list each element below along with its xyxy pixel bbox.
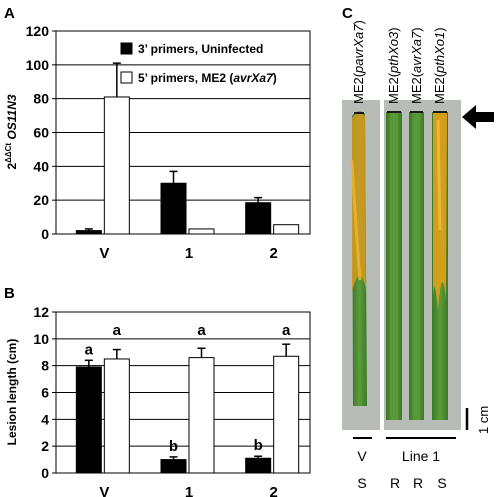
- chartB-ytick-label: 10: [33, 331, 49, 347]
- chartA-bar: [188, 228, 215, 235]
- chartA-ytick-label: 0: [41, 226, 49, 242]
- phenotype-3: R: [413, 475, 423, 491]
- chartA-bar: [103, 96, 130, 235]
- leaf-2: [386, 112, 402, 420]
- chartB-sig-letter: b: [169, 438, 178, 455]
- chart-a: 0 20 40 60 80 100 120 V 1 2 2ΔΔCt OS11N3 3’ prim…: [4, 23, 311, 262]
- chartB-bar: [273, 355, 300, 474]
- chartB-ytick-label: 12: [33, 304, 49, 320]
- chartB-ytick-label: 2: [41, 438, 49, 454]
- chartA-ytick-label: 40: [33, 158, 49, 174]
- panel-a-label: A: [4, 5, 15, 22]
- leaf-1-lesion: [352, 113, 366, 292]
- chartB-sig-letter: a: [282, 322, 291, 339]
- chartB-sig-letter: a: [85, 341, 94, 358]
- panel-b-label: B: [4, 285, 15, 302]
- chartB-xtick-label: 2: [269, 484, 277, 497]
- legend-swatch-white: [120, 71, 133, 84]
- chartB-xtick-label: 1: [185, 484, 193, 497]
- legend-label-black: 3’ primers, Uninfected: [138, 42, 263, 56]
- chartA-ytick-label: 120: [26, 23, 50, 39]
- leaf-label-2: ME2(pthXo3): [386, 27, 401, 104]
- chartA-ytick-label: 100: [26, 57, 50, 73]
- chart-a-frame: [55, 30, 311, 235]
- chart-a-legend: 3’ primers, Uninfected 5’ primers, ME2 (…: [120, 42, 277, 85]
- chartA-ytick-label: 20: [33, 192, 49, 208]
- chartA-xtick-label: 2: [269, 245, 277, 262]
- chartA-bar: [245, 202, 272, 235]
- chartB-bar: [245, 457, 272, 474]
- leaf-1: [350, 111, 367, 406]
- chart-b-frame: [55, 311, 311, 474]
- chartB-ytick-label: 8: [41, 358, 49, 374]
- leaf-photo-panel: ME2(pavrXa7) ME2(pthXo3) ME2(avrXa7) ME2…: [342, 20, 494, 491]
- chartB-bar: [103, 358, 130, 474]
- arrow-icon: [462, 105, 494, 129]
- legend-label-white: 5’ primers, ME2 (avrXa7): [138, 71, 277, 85]
- scale-bar-label: 1 cm: [476, 406, 491, 434]
- legend-swatch-black: [120, 42, 133, 55]
- chartA-bar: [273, 224, 300, 235]
- phenotype-4: S: [437, 475, 446, 491]
- panel-c-label: C: [342, 5, 353, 22]
- chartB-ytick-label: 0: [41, 465, 49, 481]
- chartB-xtick-label: V: [99, 484, 109, 497]
- phenotype-1: S: [357, 475, 366, 491]
- chart-a-ylabel: 2ΔΔCt OS11N3: [4, 94, 19, 169]
- chartA-ytick-label: 80: [33, 91, 49, 107]
- chartB-bar: [188, 357, 215, 474]
- chartB-sig-letter: a: [113, 322, 122, 339]
- leaf-label-3: ME2(avrXa7): [409, 27, 424, 104]
- group-label-vector: V: [357, 448, 367, 464]
- chartB-sig-letter: a: [197, 322, 206, 339]
- chartA-bar: [75, 230, 102, 235]
- chartB-ytick-label: 6: [41, 385, 49, 401]
- chartB-ytick-label: 4: [41, 411, 49, 427]
- chartA-xtick-label: V: [99, 245, 109, 262]
- chartA-xtick-label: 1: [185, 245, 193, 262]
- leaf-3: [409, 112, 424, 420]
- leaf-4: [432, 112, 448, 420]
- chartB-sig-letter: b: [254, 437, 263, 454]
- chartA-bar: [160, 182, 187, 235]
- leaf-label-1: ME2(pavrXa7): [351, 20, 366, 104]
- phenotype-2: R: [390, 475, 400, 491]
- leaf-label-4: ME2(pthXo1): [432, 27, 447, 104]
- chart-b-ylabel: Lesion length (cm): [5, 339, 19, 446]
- group-label-line1: Line 1: [402, 448, 440, 464]
- chartB-bar: [75, 366, 102, 474]
- chartA-ytick-label: 60: [33, 125, 49, 141]
- chartB-bar: [160, 459, 187, 474]
